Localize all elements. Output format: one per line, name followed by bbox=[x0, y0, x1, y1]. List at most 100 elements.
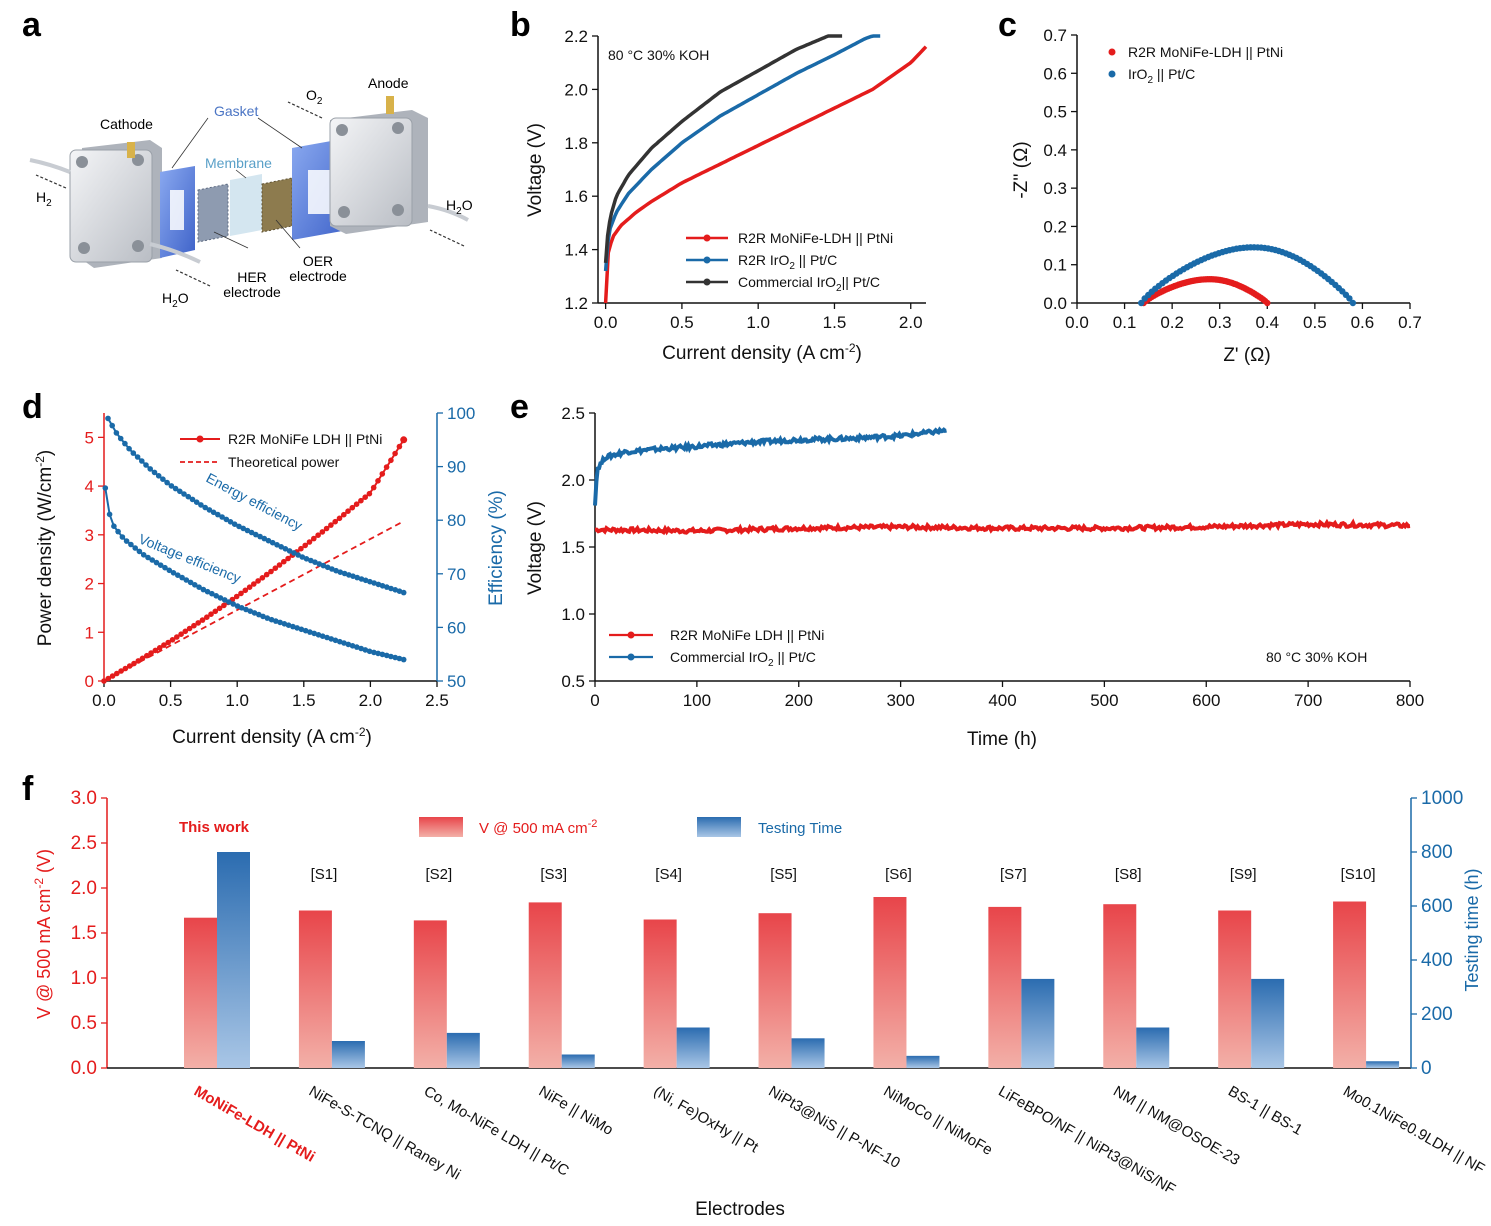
bar-testing-time bbox=[1251, 978, 1285, 1068]
series-2-point bbox=[206, 507, 213, 513]
y-tick-label: 2.0 bbox=[71, 878, 97, 899]
tube-left bbox=[29, 158, 71, 174]
y-tick-label: 2.5 bbox=[561, 404, 585, 423]
legend-label-1-part: || Pt/C bbox=[1153, 66, 1195, 82]
y-axis-label: V @ 500 mA cm-2 (V) bbox=[32, 849, 54, 1019]
x-tick-label: 0.2 bbox=[1160, 313, 1184, 332]
series-2-point bbox=[308, 557, 314, 564]
label-anode: Anode bbox=[368, 75, 409, 91]
x-tick-label: 500 bbox=[1090, 691, 1118, 710]
series-0-point bbox=[255, 578, 261, 584]
x-tick-label: 0.0 bbox=[1065, 313, 1089, 332]
series-0-point bbox=[238, 590, 244, 597]
series-2-point bbox=[257, 533, 263, 540]
series-0-point bbox=[336, 515, 343, 522]
series-0-point bbox=[216, 605, 223, 612]
series-3-point bbox=[162, 564, 168, 571]
legend-label-0: R2R MoNiFe LDH || PtNi bbox=[670, 627, 824, 643]
series-3-point bbox=[226, 599, 232, 605]
chart-e-stability: 0 100 200 300 400 500 600 700 800 0.5 1.0 1.5 2.0 2.5… bbox=[525, 404, 1424, 750]
bar-testing-time bbox=[331, 1041, 365, 1068]
legend-label-2-part: || Pt/C bbox=[842, 274, 880, 290]
series-0-point bbox=[396, 443, 403, 450]
series-2-point bbox=[185, 493, 192, 500]
series-2-point bbox=[160, 476, 166, 483]
label-cathode: Cathode bbox=[100, 116, 153, 132]
series-2-point bbox=[346, 572, 352, 578]
this-work-label: This work bbox=[179, 819, 250, 836]
series-3-point bbox=[294, 625, 300, 631]
y-tick-label: 200 bbox=[1421, 1004, 1453, 1025]
x-tick-label: 700 bbox=[1294, 691, 1322, 710]
series-2-point bbox=[240, 525, 246, 532]
series-line-3 bbox=[104, 487, 404, 661]
series-2-point bbox=[151, 469, 158, 476]
series-2-point bbox=[400, 589, 407, 596]
series-0-point bbox=[221, 602, 227, 609]
series-3-point bbox=[221, 597, 228, 603]
series-0-point bbox=[323, 525, 330, 532]
series-0-point bbox=[1264, 299, 1271, 307]
arrow-h2 bbox=[35, 174, 67, 189]
y-tick-label: 60 bbox=[447, 618, 466, 637]
y-tick-label: 0.5 bbox=[71, 1013, 97, 1034]
power-end-marker bbox=[400, 436, 408, 444]
panel-label-e: e bbox=[510, 388, 529, 426]
legend-label-2: Commercial IrO2|| Pt/C bbox=[738, 274, 880, 294]
series-3-point bbox=[243, 606, 249, 613]
series-3-point bbox=[234, 603, 241, 609]
x-tick-label: 0.7 bbox=[1398, 313, 1422, 332]
series-2-point bbox=[303, 556, 310, 562]
annotation-conditions: 80 °C 30% KOH bbox=[608, 47, 709, 63]
x-tick-label: 2.0 bbox=[359, 691, 383, 710]
y-tick-label: 1.8 bbox=[564, 134, 588, 153]
series-2-point bbox=[198, 502, 204, 508]
chart-c-impedance: 0.0 0.1 0.2 0.3 0.4 0.5 0.6 0.7 0.0 0.1 0.2 0.3 0.4 0… bbox=[1011, 26, 1422, 366]
series-0-point bbox=[276, 562, 283, 568]
series-2-point bbox=[333, 567, 339, 574]
legend-label-1-part: 2 bbox=[789, 261, 795, 272]
series-0-point bbox=[341, 511, 347, 518]
series-3-point bbox=[136, 548, 143, 555]
y-tick-label: 0.1 bbox=[1043, 256, 1067, 275]
x-tick-label: 0.1 bbox=[1113, 313, 1137, 332]
x-tick-label: 0.0 bbox=[92, 691, 116, 710]
series-0-point bbox=[379, 471, 386, 477]
bar-testing-time bbox=[676, 1027, 710, 1068]
x-tick-label: 300 bbox=[886, 691, 914, 710]
category-label: MoNiFe-LDH || PtNi bbox=[191, 1083, 318, 1166]
annotation-energy-efficiency: Energy efficiency bbox=[204, 470, 305, 534]
ref-label: [S9] bbox=[1230, 866, 1257, 883]
series-3-point bbox=[153, 559, 160, 566]
series-1-point bbox=[1349, 299, 1357, 307]
y-axis-label: Power density (W/cm-2) bbox=[33, 450, 56, 646]
legend-marker-2 bbox=[703, 278, 711, 286]
panel-label-b: b bbox=[510, 6, 531, 44]
series-2-point bbox=[354, 574, 361, 581]
series-1-point bbox=[1138, 299, 1145, 307]
theoretical-power-line bbox=[103, 520, 405, 682]
x-tick-label: 0.5 bbox=[670, 313, 694, 332]
y-tick-label: 1.4 bbox=[564, 241, 588, 260]
series-0-point bbox=[353, 501, 360, 508]
y-tick-label: 0 bbox=[1421, 1058, 1432, 1079]
x-axis-label-part: -2 bbox=[355, 725, 366, 739]
legend-label-1: R2R IrO2 || Pt/C bbox=[738, 252, 837, 272]
y-tick-label: 0.5 bbox=[1043, 103, 1067, 122]
series-0-point bbox=[388, 457, 394, 464]
her-electrode bbox=[197, 183, 229, 243]
legend-label-1: Theoretical power bbox=[228, 454, 340, 470]
x-tick-label: 0 bbox=[590, 691, 599, 710]
x-tick-label: 1.5 bbox=[292, 691, 316, 710]
x-tick-label: 0.3 bbox=[1208, 313, 1232, 332]
series-3-point bbox=[251, 610, 258, 616]
x-tick-label: 0.5 bbox=[1303, 313, 1327, 332]
x-tick-label: 2.5 bbox=[425, 691, 449, 710]
x-tick-label: 1.0 bbox=[746, 313, 770, 332]
series-0-point bbox=[259, 575, 266, 581]
y-axis-label-part: V @ 500 mA cm bbox=[34, 889, 54, 1019]
series-3-point bbox=[400, 656, 407, 663]
series-0-point bbox=[306, 539, 313, 545]
legend-label-0: R2R MoNiFe-LDH || PtNi bbox=[738, 230, 893, 246]
series-3-point bbox=[319, 633, 326, 639]
